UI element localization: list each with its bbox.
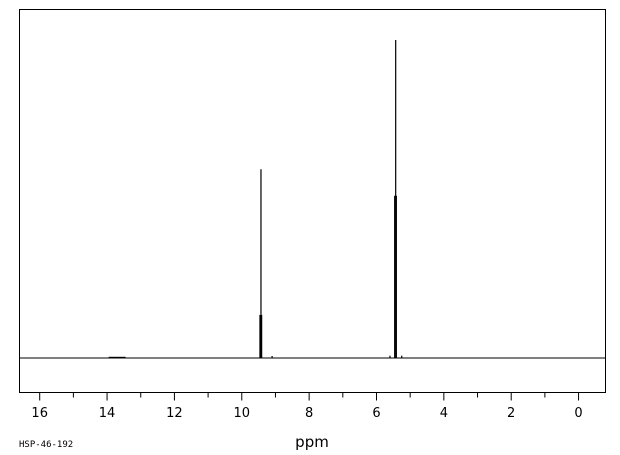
plot-frame <box>19 9 606 393</box>
x-axis-tick-label: 10 <box>234 406 251 421</box>
x-axis-tick-label: 2 <box>507 406 515 421</box>
x-axis-tick-label: 12 <box>166 406 183 421</box>
x-axis-title: ppm <box>295 433 329 451</box>
x-axis-tick-label: 6 <box>372 406 380 421</box>
x-axis-tick-label: 4 <box>440 406 448 421</box>
sample-id-label: HSP-46-192 <box>19 440 73 450</box>
spectrum-peak <box>108 356 126 359</box>
x-axis-tick-label: 14 <box>99 406 116 421</box>
x-axis-tick-label: 0 <box>574 406 582 421</box>
x-axis-tick-labels: 16 14 12 10 8 6 4 2 0 <box>31 406 582 421</box>
x-axis-ticks <box>39 392 580 401</box>
x-axis-tick-label: 8 <box>305 406 313 421</box>
x-axis-tick-label: 16 <box>31 406 48 421</box>
spectrum-peaks <box>108 40 403 359</box>
